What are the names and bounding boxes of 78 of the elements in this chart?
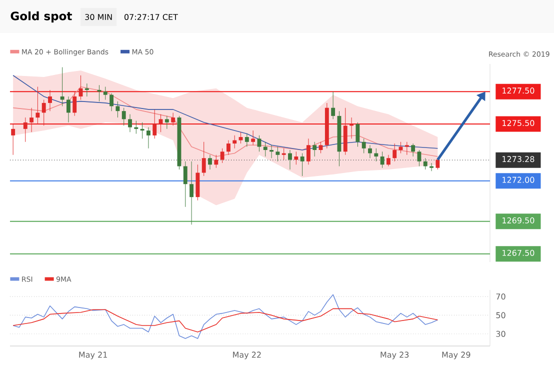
candlestick	[244, 134, 249, 148]
x-tick-label: May 21	[79, 352, 107, 360]
candlestick	[23, 117, 28, 142]
candlestick	[110, 92, 114, 112]
candlestick	[356, 122, 360, 148]
candlestick	[208, 154, 212, 170]
candlestick	[134, 120, 138, 134]
candlestick	[226, 140, 230, 156]
candlestick	[140, 122, 144, 139]
y-tick-label: 30	[496, 330, 506, 337]
y-tick-label: 50	[496, 312, 506, 318]
candlestick	[288, 150, 292, 170]
candlestick	[30, 108, 34, 132]
x-tick-label: May 29	[442, 352, 470, 360]
candlestick	[392, 143, 397, 162]
candlestick	[386, 154, 390, 166]
candlestick	[72, 91, 77, 116]
candlestick	[318, 142, 323, 154]
candlestick	[411, 143, 416, 157]
candlestick	[158, 114, 163, 132]
candlestick	[202, 142, 206, 176]
candlestick	[263, 142, 268, 157]
candlestick	[423, 158, 428, 170]
candlestick	[312, 142, 317, 157]
candlestick	[270, 144, 274, 158]
y-tick-label: 1277.50	[502, 88, 534, 94]
candlestick	[164, 116, 169, 130]
candlestick	[300, 153, 304, 176]
line-series	[12, 74, 438, 150]
candlestick	[183, 161, 188, 208]
candlestick	[331, 91, 336, 120]
candlestick	[238, 132, 243, 144]
candlestick	[146, 127, 150, 149]
text: 07:27:17 CET	[124, 14, 178, 20]
candlestick	[152, 109, 157, 139]
candlestick	[214, 154, 218, 168]
candlestick	[306, 138, 310, 165]
line-series	[12, 308, 438, 332]
candlestick	[430, 162, 434, 172]
candlestick	[374, 148, 378, 162]
candlestick	[48, 90, 52, 112]
candlestick	[417, 150, 422, 166]
candlestick	[190, 161, 194, 225]
line-series	[12, 294, 438, 339]
candlestick	[380, 151, 384, 168]
candlestick	[122, 108, 126, 126]
candlestick	[276, 146, 280, 162]
chart-title: Gold spot	[10, 11, 72, 23]
candlestick	[60, 66, 64, 106]
candlestick	[368, 144, 372, 158]
candlestick	[36, 86, 40, 124]
candlestick	[362, 138, 366, 154]
candlestick	[294, 151, 298, 165]
candlestick	[404, 142, 409, 156]
candlestick	[350, 117, 354, 139]
candlestick	[257, 135, 262, 152]
candlestick	[171, 112, 176, 126]
x-tick-label: May 23	[380, 352, 409, 360]
y-tick-label: 1273.28	[502, 156, 534, 162]
candlestick	[42, 99, 46, 126]
candlestick	[282, 148, 286, 160]
candlestick	[66, 96, 70, 123]
candlestick	[220, 148, 224, 164]
candlestick	[84, 83, 89, 97]
line-series	[12, 86, 438, 157]
y-tick-label: 1275.50	[502, 120, 534, 126]
y-tick-label: 70	[496, 294, 506, 300]
candlestick	[11, 124, 16, 156]
candlestick	[128, 114, 132, 132]
candlestick	[232, 135, 237, 149]
y-tick-label: 1269.50	[502, 217, 534, 224]
candlestick	[103, 86, 108, 100]
candlestick	[116, 101, 120, 118]
y-tick-label: 1267.50	[502, 250, 534, 256]
chart-subtitle: 30 MIN	[85, 14, 112, 20]
y-tick-label: 1272.00	[502, 176, 534, 183]
x-tick-label: May 22	[233, 352, 261, 360]
candlestick	[251, 130, 256, 146]
